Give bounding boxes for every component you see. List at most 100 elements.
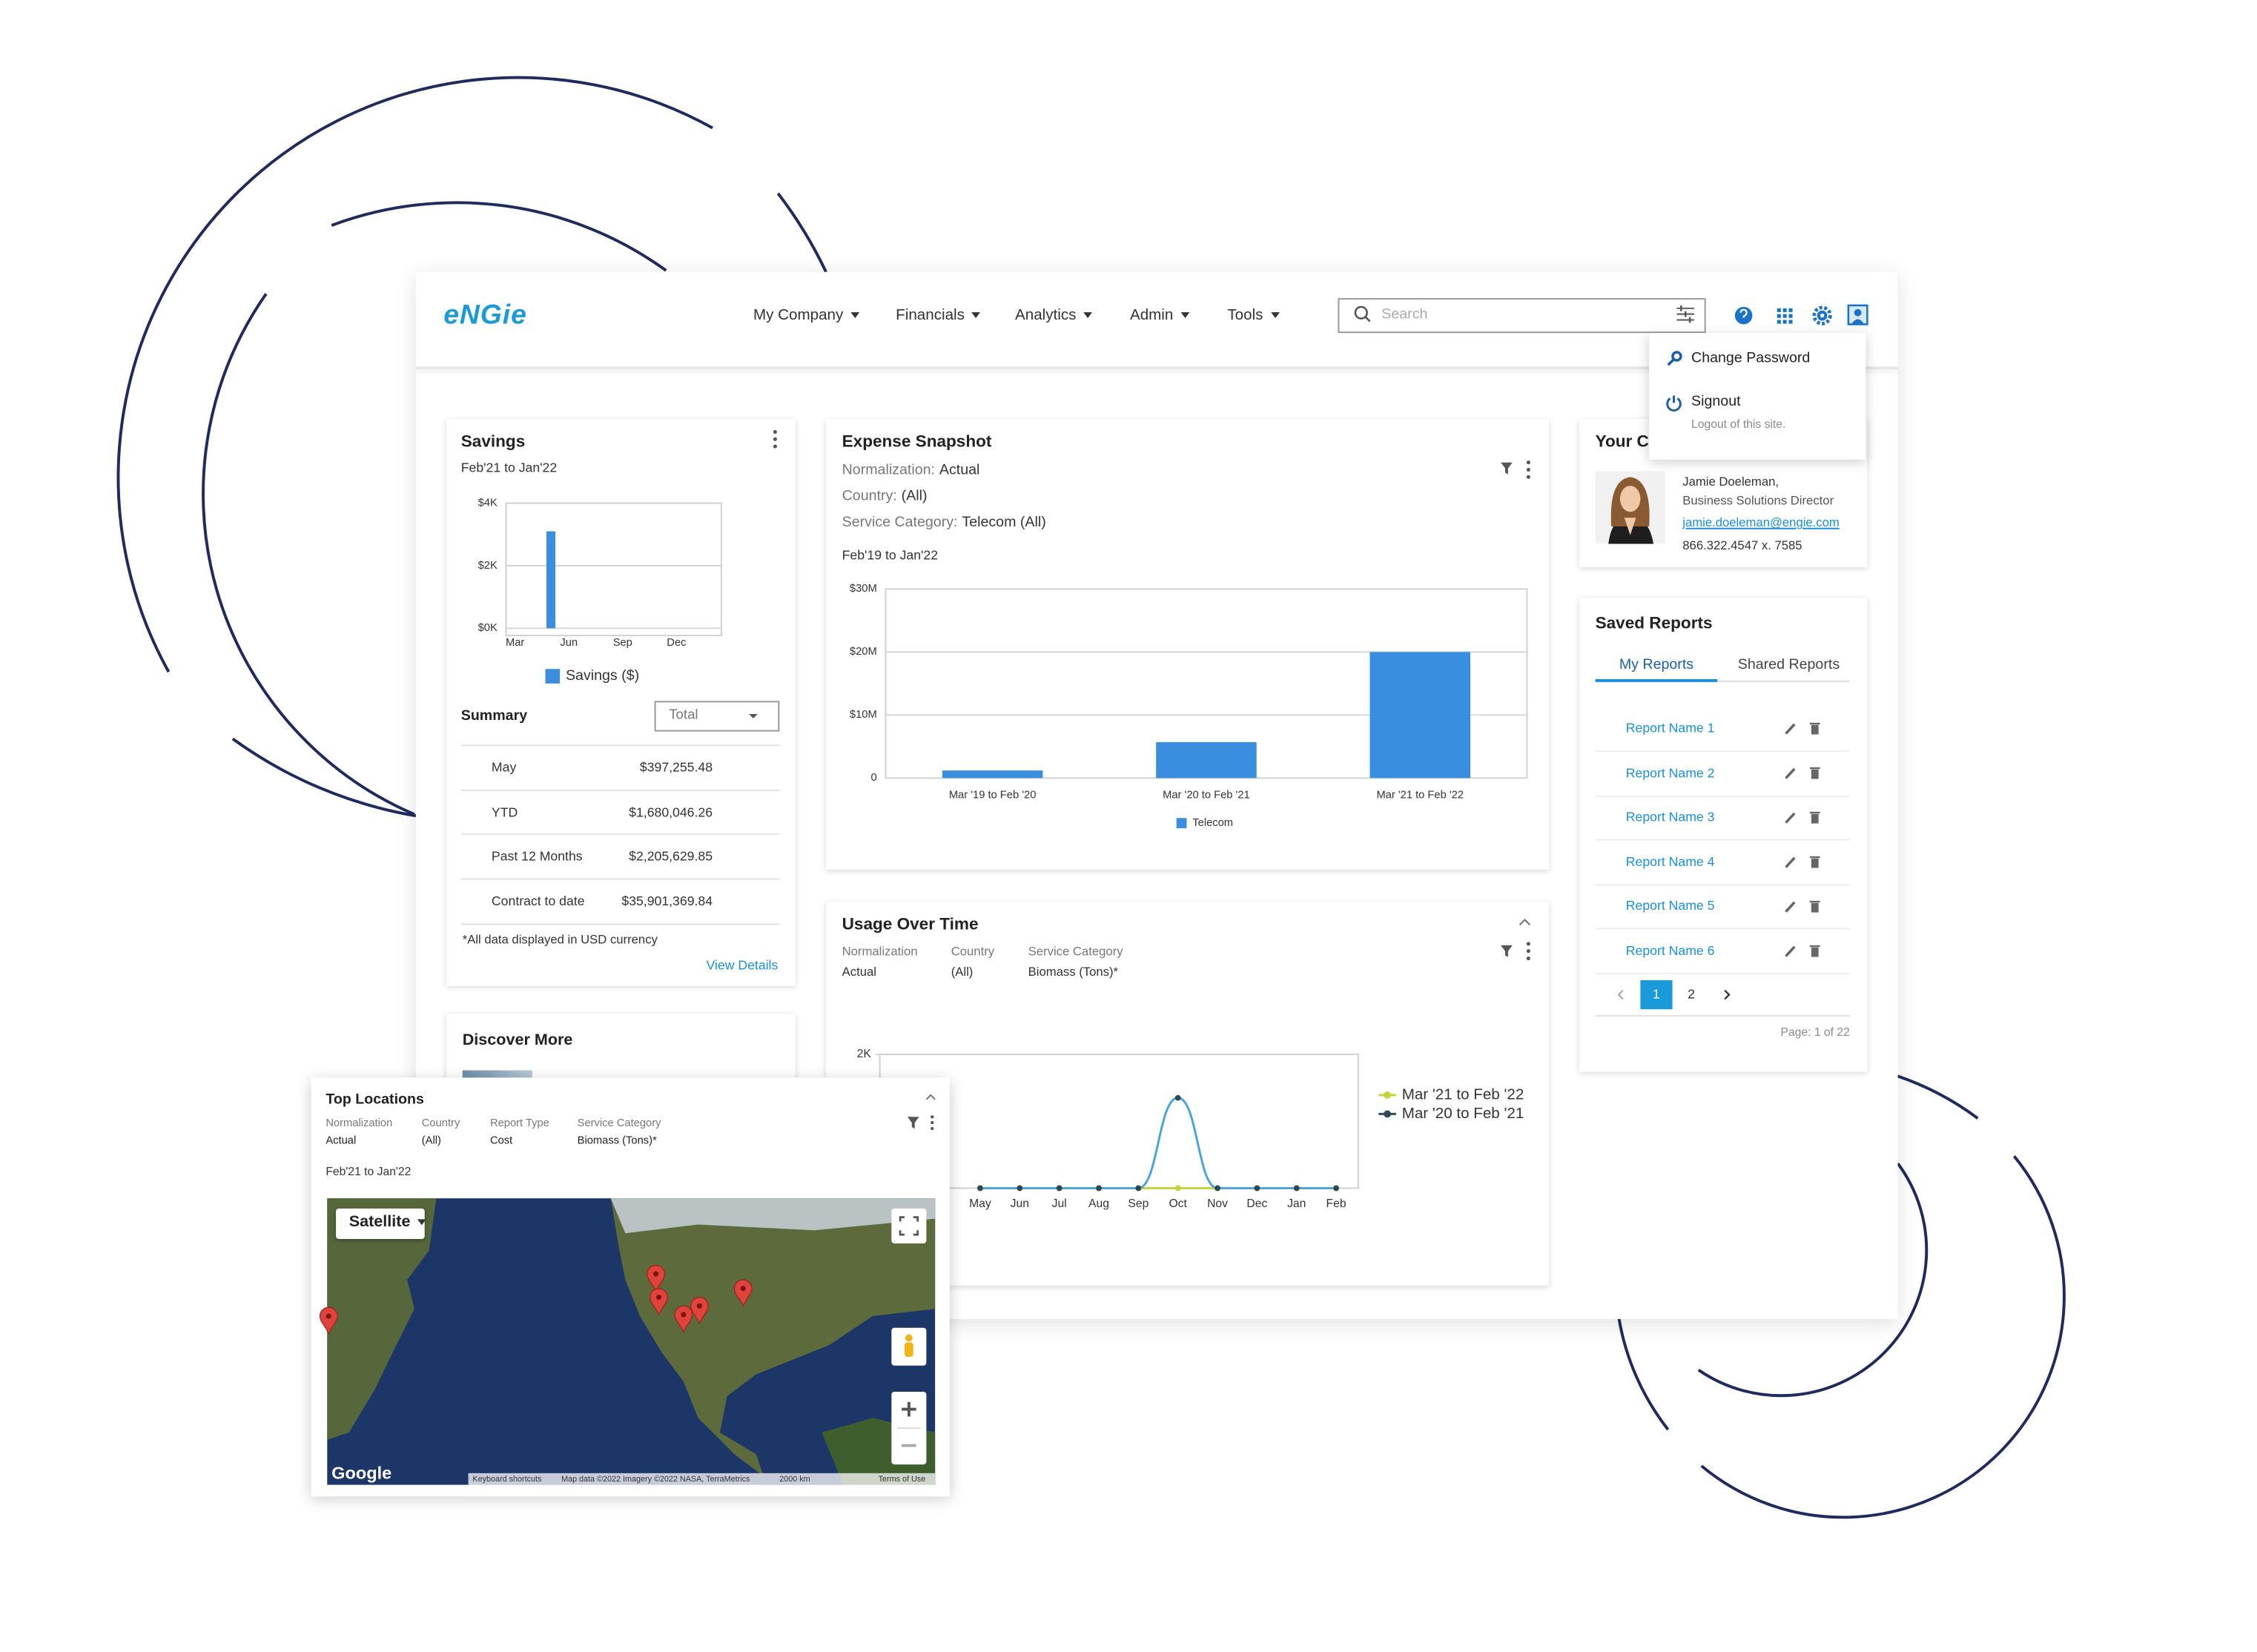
saved-reports-card [1579, 598, 1868, 1072]
report-link[interactable]: Report Name 2 [1625, 765, 1715, 780]
row-value: $1,680,046.26 [629, 804, 713, 819]
report-link[interactable]: Report Name 1 [1625, 721, 1715, 736]
row-divider [1595, 795, 1850, 797]
user-menu [1649, 333, 1866, 460]
row-label: Contract to date [491, 893, 585, 909]
map-footer-text: 2000 km [779, 1475, 810, 1484]
contact-phone: 866.322.4547 x. 7585 [1682, 538, 1802, 553]
menu-note: Logout of this site. [1691, 417, 1786, 431]
menu-item[interactable]: Signout [1691, 394, 1741, 411]
card-title: Your Co [1595, 433, 1659, 452]
tab[interactable]: Shared Reports [1737, 657, 1840, 674]
filter-value: Actual [842, 964, 876, 979]
arc [1697, 1162, 1929, 1398]
row-divider [460, 744, 780, 747]
contact-name: Jamie Doeleman, [1682, 474, 1779, 489]
filter: Service Category: Telecom (All) [842, 515, 1046, 532]
pager-divider [1595, 1015, 1850, 1017]
row-divider [460, 878, 780, 880]
nav-item[interactable]: My Company [753, 306, 859, 325]
filter-label: Normalization [326, 1116, 393, 1129]
arc [231, 737, 417, 818]
filter-label: Report Type [489, 1116, 549, 1129]
page-active[interactable] [1640, 979, 1673, 1010]
card-title: Savings [460, 433, 526, 452]
row-label: YTD [491, 804, 518, 819]
filter-value: Cost [489, 1133, 513, 1147]
nav-item[interactable]: Analytics [1015, 306, 1092, 325]
row-divider [1595, 839, 1850, 842]
map-brand: Google [331, 1462, 392, 1484]
map-footer-text[interactable]: Terms of Use [878, 1475, 926, 1484]
arc [116, 76, 714, 673]
row-value: $2,205,629.85 [629, 849, 713, 865]
tab-underline [1595, 678, 1718, 682]
contact-email[interactable]: jamie.doeleman@engie.com [1682, 515, 1840, 529]
filter-label: Service Category [577, 1116, 661, 1129]
filter-value: (All) [421, 1133, 441, 1147]
pegman-button[interactable] [891, 1327, 927, 1366]
filter-value: Actual [939, 462, 980, 479]
filter-value: (All) [951, 964, 974, 979]
filter-label: Service Category [1028, 943, 1123, 959]
nav-item[interactable]: Admin [1130, 306, 1189, 325]
fullscreen-button[interactable] [891, 1208, 927, 1243]
map-footer-text: Map data ©2022 Imagery ©2022 NASA, Terra… [561, 1475, 750, 1484]
filter-value: (All) [901, 489, 928, 505]
arcs [116, 76, 2066, 1519]
filter-label: Country [421, 1116, 460, 1129]
arc [776, 192, 827, 273]
filter-value: Biomass (Tons)* [1028, 964, 1119, 979]
arc [1897, 1074, 1979, 1120]
select-value[interactable]: Total [669, 707, 698, 724]
row-divider [1595, 928, 1850, 931]
menu-item[interactable]: Change Password [1691, 350, 1811, 367]
arc [202, 293, 415, 816]
search-box[interactable] [1338, 298, 1706, 334]
report-link[interactable]: Report Name 6 [1625, 943, 1715, 958]
expense-card [826, 418, 1549, 870]
row-value: $397,255.48 [639, 759, 713, 775]
map-footer-text[interactable]: Keyboard shortcuts [472, 1475, 542, 1484]
nav-item[interactable]: Tools [1227, 306, 1279, 325]
nav-item[interactable]: Financials [896, 306, 980, 325]
filter-label: Normalization: [842, 462, 935, 479]
arc [331, 201, 667, 272]
filter-label: Country: [842, 489, 897, 505]
filter-value: Actual [326, 1133, 357, 1147]
period: Feb'19 to Jan'22 [842, 547, 939, 563]
page-button[interactable]: 1 [1653, 986, 1660, 1002]
filter-label: Country [951, 943, 995, 959]
report-link[interactable]: Report Name 4 [1625, 854, 1715, 869]
filter-value: Telecom (All) [962, 515, 1046, 531]
page-button[interactable]: 2 [1688, 986, 1695, 1002]
summary-title: Summary [460, 708, 528, 724]
report-link[interactable]: Report Name 5 [1625, 899, 1715, 913]
report-link[interactable]: Report Name 3 [1625, 810, 1715, 825]
row-value: $35,901,369.84 [621, 893, 713, 909]
row-divider [460, 833, 780, 836]
page-info: Page: 1 of 22 [1780, 1025, 1850, 1039]
card-title: Saved Reports [1595, 615, 1713, 633]
contact-role: Business Solutions Director [1682, 492, 1834, 508]
row-label: May [491, 759, 517, 775]
search-input[interactable]: Search [1381, 306, 1428, 323]
row-divider [460, 789, 780, 791]
tab[interactable]: My Reports [1619, 657, 1694, 674]
card-title: Top Locations [326, 1091, 424, 1109]
row-divider [1595, 750, 1850, 753]
view-details-link[interactable]: View Details [706, 957, 779, 973]
map-type-label[interactable]: Satellite [349, 1214, 426, 1233]
card-title: Usage Over Time [842, 916, 979, 934]
select-box[interactable] [654, 701, 780, 732]
filter-label: Service Category: [842, 515, 958, 531]
logo[interactable]: eNGie [443, 300, 527, 331]
zoom-control[interactable] [891, 1392, 927, 1465]
period: Feb'21 to Jan'22 [326, 1165, 412, 1179]
arc [1700, 1155, 2066, 1519]
filter: Normalization: Actual [842, 463, 980, 480]
card-title: Discover More [462, 1031, 573, 1049]
arc [1617, 1315, 1670, 1431]
